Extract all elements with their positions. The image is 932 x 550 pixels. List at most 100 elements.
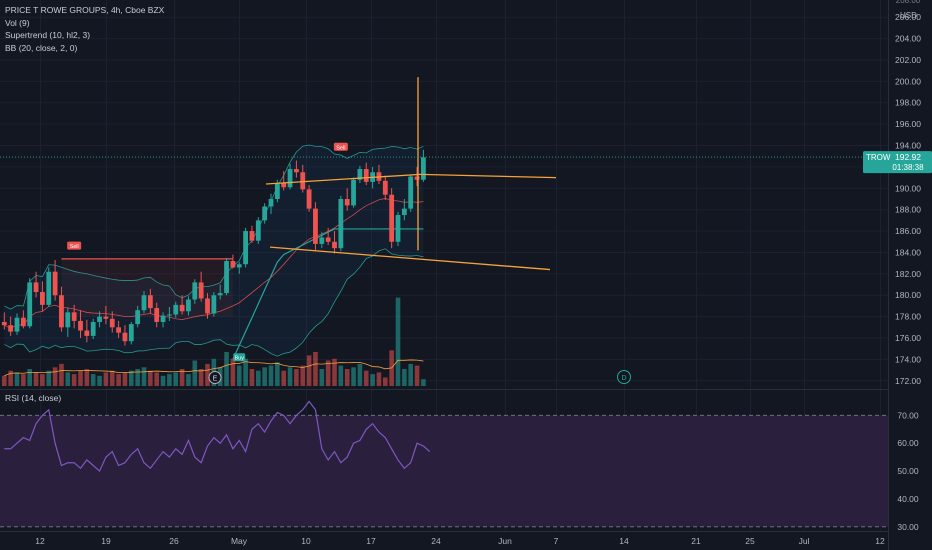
time-axis[interactable]: 12 19 26 May 10 17 24 Jun 7 14 21 25 Jul 12 — [35, 536, 885, 546]
price-badge-countdown: 01:38:38 — [892, 163, 924, 172]
candle-body — [154, 308, 160, 322]
rsi-axis[interactable]: 70.00 60.00 50.00 40.00 30.00 — [897, 410, 919, 531]
time-tick-label: 7 — [554, 536, 559, 546]
volume-bar — [122, 372, 128, 386]
candle-body — [224, 261, 229, 294]
volume-bar — [281, 370, 286, 386]
volume-bar — [46, 370, 52, 386]
volume-bar — [2, 375, 7, 386]
candle-body — [249, 231, 255, 241]
volume-bar — [160, 375, 166, 386]
candle-body — [27, 282, 33, 327]
price-tick-label: 190.00 — [895, 183, 921, 193]
candle-body — [401, 208, 407, 216]
indicator-legend: PRICE T ROWE GROUPS, 4h, Cboe BZX Vol (9… — [5, 4, 164, 54]
trendline — [265, 173, 421, 185]
price-tick-label: 172.00 — [895, 376, 921, 386]
price-badge-symbol: TROW — [866, 153, 891, 162]
candle-body — [205, 298, 210, 314]
candle-body — [173, 304, 179, 315]
volume-bar — [198, 369, 204, 386]
candle-body — [128, 324, 134, 342]
symbol-title[interactable]: PRICE T ROWE GROUPS, 4h, Cboe BZX — [5, 5, 165, 15]
candle-body — [33, 282, 39, 293]
time-tick-label: Jul — [799, 536, 810, 546]
candle-body — [395, 215, 401, 242]
dividend-marker: D — [617, 370, 631, 384]
volume-bar — [306, 355, 312, 386]
volume-bar — [287, 367, 293, 386]
time-tick-label: 25 — [745, 536, 755, 546]
volume-bar — [97, 375, 102, 386]
rsi-legend[interactable]: RSI (14, close) — [5, 393, 62, 403]
rsi-tick-label: 50.00 — [897, 466, 919, 476]
volume-legend[interactable]: Vol (9) — [5, 17, 30, 28]
volume-ma-line — [4, 359, 424, 377]
dividend-letter: D — [621, 375, 626, 382]
currency-label: USD — [900, 11, 917, 20]
volume-bar — [262, 367, 267, 386]
candle-body — [198, 282, 204, 299]
candle-body — [109, 318, 115, 328]
candle-body — [103, 316, 109, 319]
price-badge-value: 192.92 — [895, 152, 921, 162]
volume-bar — [408, 363, 413, 386]
volume-bar — [376, 372, 382, 386]
time-tick-label: 12 — [35, 536, 45, 546]
time-tick-label: May — [231, 536, 248, 546]
sell-signal-marker: Sell — [333, 142, 348, 151]
candle-body — [236, 264, 242, 268]
candle-body — [141, 295, 147, 311]
candle-body — [8, 325, 14, 332]
supertrend-legend[interactable]: Supertrend (10, hl2, 3) — [5, 30, 91, 40]
candle-body — [306, 189, 312, 209]
time-tick-label: 17 — [366, 536, 376, 546]
time-tick-label: 14 — [619, 536, 629, 546]
candle-body — [46, 271, 52, 305]
buy-label-text: Buy — [235, 355, 245, 361]
bollinger-fill — [4, 145, 424, 357]
candle-body — [255, 220, 261, 241]
bollinger-upper — [4, 144, 424, 310]
volume-bar — [71, 374, 77, 386]
sell-label-bg — [333, 142, 348, 151]
candle-body — [408, 176, 414, 209]
sell-label-text: Sell — [70, 244, 79, 250]
volume-bar — [154, 372, 159, 386]
price-tick-label: 184.00 — [895, 247, 921, 257]
volume-bar — [65, 372, 71, 386]
bollinger-bands — [4, 144, 424, 357]
candle-body — [319, 237, 325, 244]
candle-body — [332, 241, 337, 249]
buy-signal-marker: Buy — [233, 353, 246, 362]
candle-body — [281, 182, 287, 188]
volume-bar — [78, 370, 83, 386]
volume-bars — [2, 297, 426, 386]
volume-bar — [351, 367, 356, 386]
price-tick-label: 194.00 — [895, 141, 921, 151]
earnings-marker: E — [208, 371, 222, 384]
volume-bar — [116, 374, 121, 386]
event-markers[interactable]: Sell Sell Buy E D — [67, 142, 631, 384]
volume-bar — [300, 365, 306, 386]
candle-body — [382, 180, 388, 195]
time-tick-label: 12 — [875, 536, 885, 546]
trendline — [419, 173, 557, 179]
price-tick-label: 174.00 — [895, 354, 921, 364]
candle-body — [122, 332, 128, 342]
candle-body — [20, 317, 26, 327]
volume-bar — [33, 372, 39, 386]
candle-body — [186, 299, 191, 312]
volume-bar — [338, 365, 344, 386]
candle-body — [1, 321, 7, 326]
candle-body — [65, 312, 71, 328]
candle-body — [287, 169, 293, 188]
candle-body — [230, 261, 236, 268]
candle-body — [14, 317, 20, 332]
trendlines[interactable] — [0, 77, 888, 271]
bollinger-legend[interactable]: BB (20, close, 2, 0) — [5, 42, 78, 53]
trendline — [269, 246, 551, 271]
volume-bar — [243, 358, 248, 386]
